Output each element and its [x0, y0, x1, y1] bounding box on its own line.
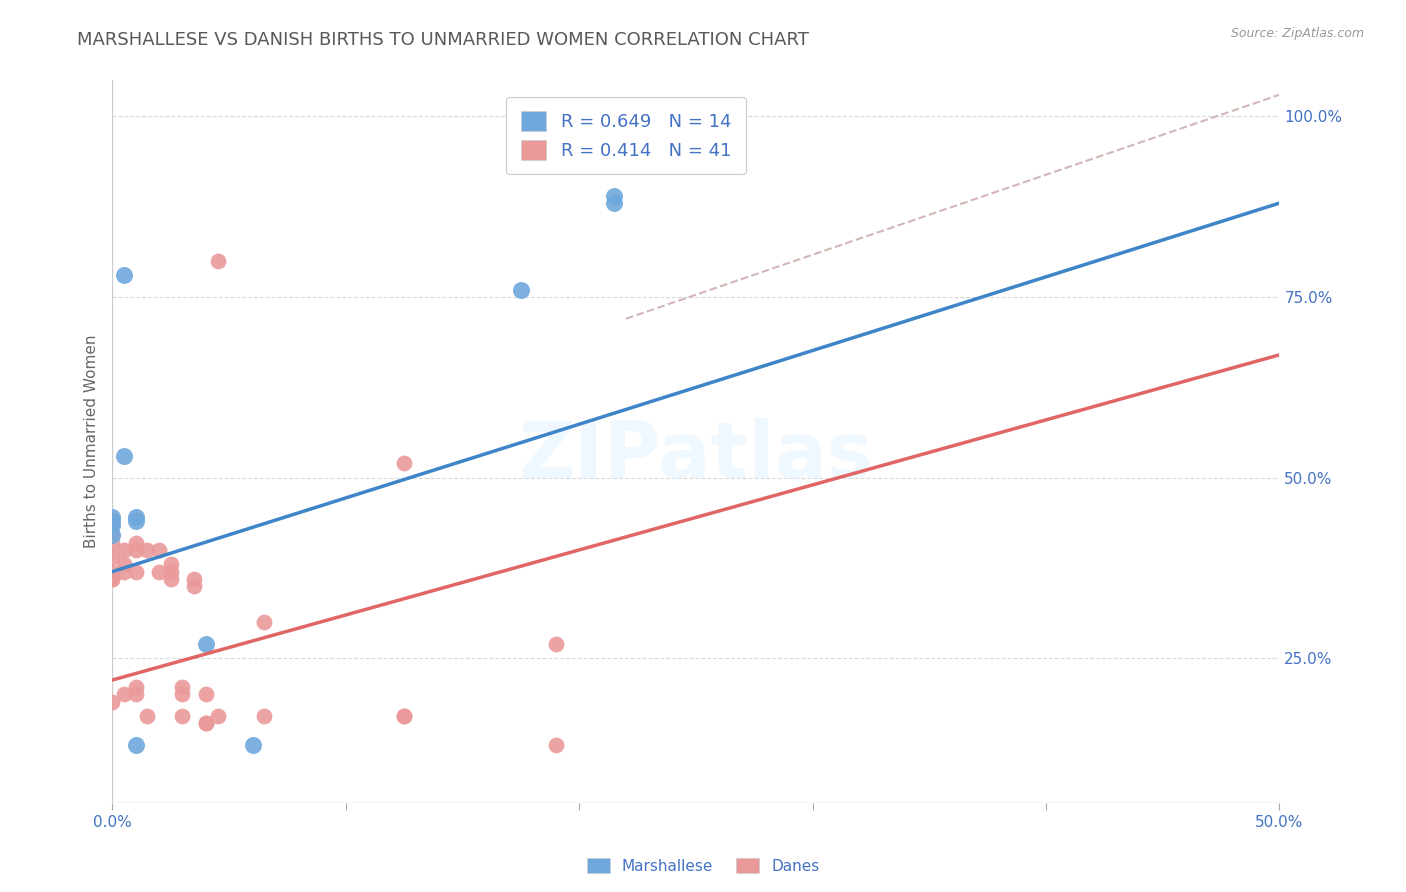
Point: [194, 716, 217, 731]
Text: Source: ZipAtlas.com: Source: ZipAtlas.com: [1230, 27, 1364, 40]
Point: [207, 709, 229, 723]
Legend: R = 0.649   N = 14, R = 0.414   N = 41: R = 0.649 N = 14, R = 0.414 N = 41: [506, 96, 745, 174]
Point: [112, 268, 135, 283]
Point: [194, 716, 217, 731]
Point: [194, 637, 217, 651]
Point: [172, 680, 194, 694]
Point: [125, 514, 148, 528]
Point: [172, 709, 194, 723]
Point: [148, 565, 170, 579]
Point: [101, 517, 124, 532]
Point: [101, 528, 124, 542]
Point: [148, 542, 170, 557]
Text: ZIPatlas: ZIPatlas: [519, 418, 873, 494]
Point: [544, 637, 567, 651]
Point: [125, 542, 148, 557]
Point: [207, 253, 229, 268]
Point: [603, 196, 626, 211]
Point: [183, 572, 205, 586]
Point: [394, 709, 416, 723]
Point: [509, 283, 531, 297]
Point: [544, 738, 567, 752]
Point: [125, 687, 148, 701]
Y-axis label: Births to Unmarried Women: Births to Unmarried Women: [83, 334, 98, 549]
Point: [101, 550, 124, 565]
Point: [125, 680, 148, 694]
Point: [101, 572, 124, 586]
Point: [112, 687, 135, 701]
Point: [194, 687, 217, 701]
Point: [172, 687, 194, 701]
Point: [112, 449, 135, 463]
Point: [253, 709, 276, 723]
Point: [394, 456, 416, 470]
Point: [101, 510, 124, 524]
Point: [112, 565, 135, 579]
Point: [101, 514, 124, 528]
Point: [101, 572, 124, 586]
Point: [242, 738, 264, 752]
Point: [160, 565, 183, 579]
Legend: Marshallese, Danes: Marshallese, Danes: [581, 852, 825, 880]
Point: [101, 517, 124, 532]
Point: [101, 695, 124, 709]
Point: [394, 709, 416, 723]
Point: [112, 558, 135, 572]
Point: [112, 542, 135, 557]
Text: MARSHALLESE VS DANISH BIRTHS TO UNMARRIED WOMEN CORRELATION CHART: MARSHALLESE VS DANISH BIRTHS TO UNMARRIE…: [77, 31, 810, 49]
Point: [125, 738, 148, 752]
Point: [125, 510, 148, 524]
Point: [125, 535, 148, 549]
Point: [603, 189, 626, 203]
Point: [160, 558, 183, 572]
Point: [101, 535, 124, 549]
Point: [101, 528, 124, 542]
Point: [101, 565, 124, 579]
Point: [253, 615, 276, 630]
Point: [160, 572, 183, 586]
Point: [125, 565, 148, 579]
Point: [183, 579, 205, 593]
Point: [136, 542, 159, 557]
Point: [136, 709, 159, 723]
